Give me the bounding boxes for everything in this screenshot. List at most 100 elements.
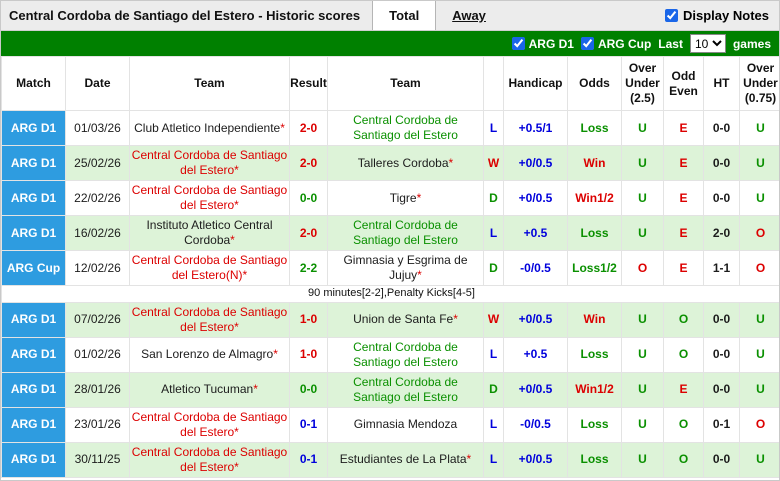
league-badge: ARG Cup [1,250,66,286]
team-name[interactable]: Club Atletico Independiente [134,120,281,135]
col-header-wdl [483,56,504,111]
match-date: 28/01/26 [65,371,130,408]
away-team-cell: Talleres Cordoba* [327,145,484,181]
tab-total[interactable]: Total [372,1,437,30]
win-draw-loss: D [483,250,504,286]
handicap-odds-result: Loss [567,336,622,373]
team-name[interactable]: San Lorenzo de Almagro [141,347,274,362]
team-name[interactable]: Talleres Cordoba [357,155,449,170]
home-team-cell: Central Cordoba de Santiago del Estero* [129,145,290,181]
team-star: * [416,190,422,205]
match-result: 0-1 [289,406,328,443]
team-star: * [417,268,422,282]
match-row: ARG D1 30/11/25 Central Cordoba de Santiag… [1,441,779,478]
match-result: 1-0 [289,336,328,373]
handicap-value: +0/0.5 [503,180,568,216]
arg-d1-checkbox[interactable] [511,37,525,50]
team-name[interactable]: Central Cordoba de Santiago del Estero(N… [131,253,288,282]
match-result: 2-0 [289,145,328,181]
home-team-cell: Club Atletico Independiente* [129,110,290,146]
handicap-odds-result: Loss [567,215,622,251]
team-star: * [253,382,258,397]
team-name[interactable]: Central Cordoba de Santiago del Estero [353,339,458,369]
half-time-score: 0-1 [703,406,740,443]
odd-even-result: O [663,301,704,338]
team-star: * [242,268,248,282]
league-badge: ARG D1 [1,336,66,373]
team-name[interactable]: Central Cordoba de Santiago del Estero [131,409,288,439]
win-draw-loss: D [483,180,504,216]
team-star: * [280,120,285,135]
handicap-odds-result: Win [567,145,622,181]
team-name[interactable]: Tigre [389,190,417,205]
league-filter-bar: ARG D1 ARG Cup Last 10 games [1,31,779,56]
handicap-value: -0/0.5 [503,406,568,443]
team-name[interactable]: Central Cordoba de Santiago del Estero [353,218,458,247]
league-badge: ARG D1 [1,301,66,338]
team-name[interactable]: Atletico Tucuman [161,382,254,397]
half-time-score: 0-0 [703,336,740,373]
match-date: 23/01/26 [65,406,130,443]
display-notes-label: Display Notes [683,8,769,23]
over-under-25-result: U [621,180,664,216]
half-time-score: 0-0 [703,180,740,216]
home-team-cell: Instituto Atletico Central Cordoba* [129,215,290,251]
over-under-075-result: U [739,336,779,373]
team-name[interactable]: Gimnasia Mendoza [353,417,458,432]
display-notes-checkbox[interactable] [665,9,679,22]
team-name[interactable]: Gimnasia y Esgrima de Jujuy [343,253,468,282]
match-result: 0-1 [289,441,328,478]
tab-away[interactable]: Away [452,8,486,23]
match-date: 12/02/26 [65,250,130,286]
league-badge: ARG D1 [1,215,66,251]
handicap-odds-result: Loss [567,441,622,478]
away-team-cell: Gimnasia y Esgrima de Jujuy* [327,250,484,286]
handicap-value: -0/0.5 [503,250,568,286]
over-under-25-result: U [621,110,664,146]
col-header-over-under-25: Over Under (2.5) [621,56,664,111]
half-time-score: 0-0 [703,145,740,181]
match-row: ARG D1 01/02/26 San Lorenzo de Almagro* 1-0… [1,336,779,373]
filter-arg-d1[interactable]: ARG D1 [511,37,574,51]
team-name[interactable]: Union de Santa Fe [353,312,454,327]
arg-cup-checkbox[interactable] [580,37,594,50]
league-badge: ARG D1 [1,371,66,408]
over-under-25-result: U [621,215,664,251]
col-header-odds: Odds [567,56,622,111]
team-name[interactable]: Estudiantes de La Plata [339,452,467,467]
team-star: * [273,347,278,362]
match-date: 07/02/26 [65,301,130,338]
team-star: * [234,459,239,474]
last-label: Last [658,36,683,51]
team-name[interactable]: Central Cordoba de Santiago del Estero [131,148,288,177]
win-draw-loss: W [483,301,504,338]
filter-arg-cup[interactable]: ARG Cup [580,37,651,51]
match-row: ARG D1 25/02/26 Central Cordoba de Santiag… [1,145,779,181]
match-row: ARG Cup 12/02/26 Central Cordoba de Santia… [1,250,779,286]
games-count-select[interactable]: 10 [689,34,726,53]
league-badge: ARG D1 [1,441,66,478]
odd-even-result: E [663,180,704,216]
team-star: * [234,198,239,212]
team-name[interactable]: Central Cordoba de Santiago del Estero [131,304,288,334]
team-name[interactable]: Central Cordoba de Santiago del Estero [353,374,458,404]
team-name[interactable]: Central Cordoba de Santiago del Estero [131,444,288,474]
col-header-odd-even: Odd Even [663,56,704,111]
team-name[interactable]: Instituto Atletico Central Cordoba [146,218,273,247]
match-row: ARG D1 07/02/26 Central Cordoba de Santiag… [1,301,779,338]
home-team-cell: Central Cordoba de Santiago del Estero* [129,180,290,216]
home-team-cell: Central Cordoba de Santiago del Estero(N… [129,250,290,286]
display-notes-toggle[interactable]: Display Notes [665,1,779,30]
handicap-odds-result: Win [567,301,622,338]
team-name[interactable]: Central Cordoba de Santiago del Estero [353,113,458,142]
match-result: 2-2 [289,250,328,286]
away-team-cell: Tigre* [327,180,484,216]
team-name[interactable]: Central Cordoba de Santiago del Estero [131,183,288,212]
over-under-075-result: U [739,110,779,146]
over-under-075-result: U [739,301,779,338]
handicap-value: +0.5/1 [503,110,568,146]
match-date: 01/03/26 [65,110,130,146]
match-row: ARG D1 28/01/26 Atletico Tucuman* 0-0 Centra… [1,371,779,408]
match-note-row: 90 minutes[2-2],Penalty Kicks[4-5] [1,285,779,303]
